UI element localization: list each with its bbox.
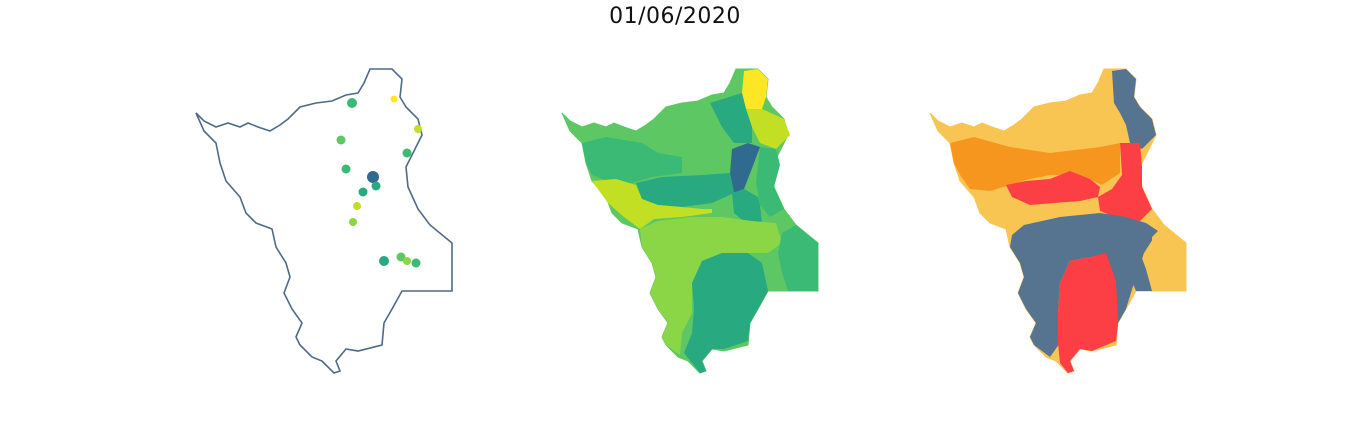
basin-region	[732, 189, 762, 225]
basin-region	[950, 137, 1120, 191]
basin-region	[710, 93, 752, 143]
station-point	[341, 164, 351, 174]
basin-region	[746, 109, 790, 149]
station-point	[402, 148, 412, 158]
station-point	[403, 257, 411, 265]
basin-region	[1006, 171, 1100, 205]
basin-region	[642, 113, 732, 157]
figure-title: 01/06/2020	[609, 4, 741, 29]
basin-region	[1010, 213, 1158, 357]
station-point	[411, 258, 421, 268]
basin-region	[1112, 69, 1156, 149]
basin-region	[636, 173, 734, 207]
station-point	[353, 202, 361, 210]
basin-region	[730, 143, 760, 193]
basin-region	[742, 69, 768, 109]
basin-region	[778, 225, 818, 291]
station-point	[379, 256, 389, 266]
basin-region	[1098, 143, 1152, 221]
basin-region	[1152, 225, 1186, 291]
station-point	[396, 252, 406, 262]
basin-region	[756, 147, 784, 217]
panel-stations-map	[195, 68, 453, 374]
basin-region	[592, 179, 712, 229]
station-point	[358, 187, 368, 197]
basin-region	[582, 137, 682, 183]
basin-region	[684, 253, 768, 373]
state-outline	[195, 68, 453, 374]
station-point	[371, 181, 381, 191]
station-point	[367, 171, 379, 183]
station-point	[349, 218, 357, 226]
basin-region	[640, 217, 782, 355]
basin-region	[1126, 253, 1152, 291]
station-point	[414, 125, 422, 133]
station-point	[336, 135, 346, 145]
station-point	[347, 98, 357, 108]
basin-region	[1058, 253, 1118, 373]
station-point	[390, 95, 398, 103]
panel-basins-continuous-map	[561, 68, 819, 374]
panel-basins-risk-map	[929, 68, 1187, 374]
